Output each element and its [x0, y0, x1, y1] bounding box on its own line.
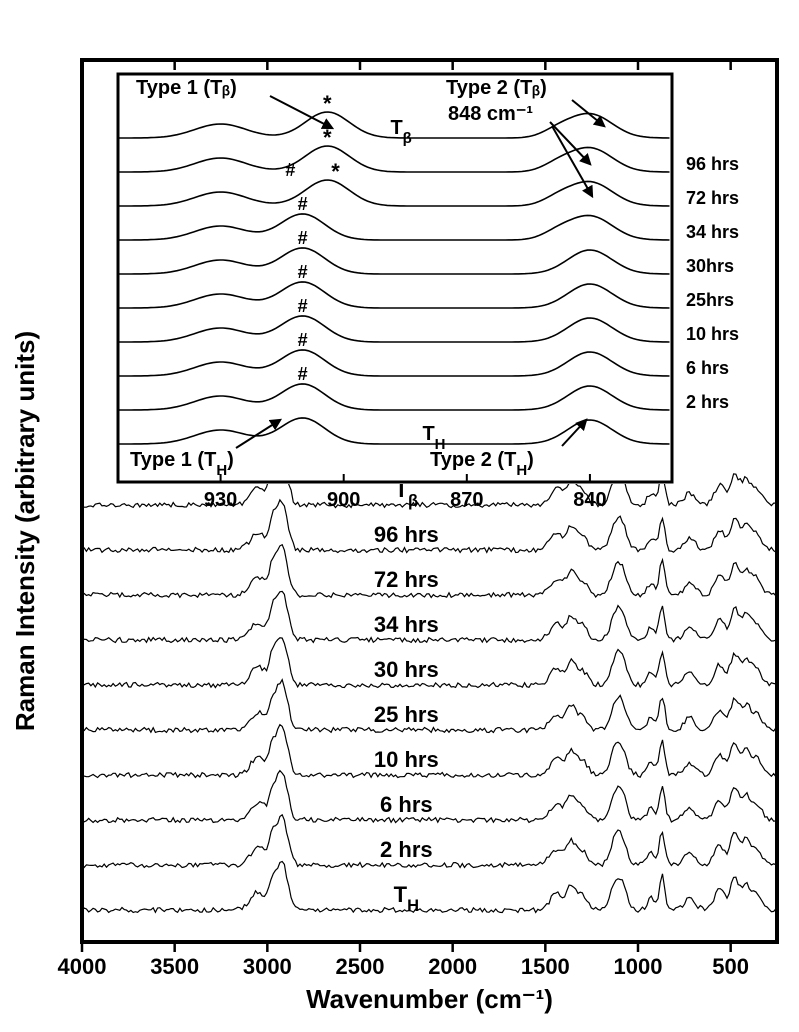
inset-peak-marker: #: [298, 228, 308, 248]
main-trace-label: 34 hrs: [374, 612, 439, 637]
x-tick-label: 1000: [614, 954, 663, 979]
inset-annotation: 848 cm⁻¹: [448, 103, 533, 125]
inset-x-tick-label: 840: [573, 489, 606, 511]
x-tick-label: 3000: [243, 954, 292, 979]
x-tick-label: 4000: [58, 954, 107, 979]
x-tick-label: 2000: [428, 954, 477, 979]
inset-trace-label: 96 hrs: [686, 154, 739, 174]
inset-trace-label: 6 hrs: [686, 358, 729, 378]
main-trace-label: TH: [394, 882, 419, 915]
inset-trace-label: 34 hrs: [686, 222, 739, 242]
inset-peak-marker: *: [323, 91, 332, 116]
main-trace-label: 30 hrs: [374, 657, 439, 682]
x-tick-label: 1500: [521, 954, 570, 979]
inset-peak-marker: *: [331, 159, 340, 184]
inset-peak-marker: #: [298, 194, 308, 214]
inset-trace-label: 25hrs: [686, 290, 734, 310]
inset-x-tick-label: 900: [327, 489, 360, 511]
inset-trace-label: 72 hrs: [686, 188, 739, 208]
main-trace-label: 96 hrs: [374, 522, 439, 547]
x-tick-label: 500: [712, 954, 749, 979]
inset-peak-marker: #: [298, 262, 308, 282]
main-trace-label: 25 hrs: [374, 702, 439, 727]
inset-trace-label: 30hrs: [686, 256, 734, 276]
inset-peak-marker: #: [298, 330, 308, 350]
x-tick-label: 3500: [150, 954, 199, 979]
inset-peak-marker: #: [298, 364, 308, 384]
y-axis-label: Raman Intensity (arbitrary units): [10, 331, 40, 731]
inset-annotation: Type 2 (Tᵦ): [446, 77, 547, 99]
inset-annotation: Type 1 (Tᵦ): [136, 77, 237, 99]
inset-trace-label: 2 hrs: [686, 392, 729, 412]
inset-peak-marker: *: [323, 125, 332, 150]
inset-x-tick-label: 930: [204, 489, 237, 511]
inset-peak-marker: #: [298, 296, 308, 316]
x-axis-label: Wavenumber (cm⁻¹): [306, 984, 553, 1014]
figure-root: Raman Intensity (arbitrary units) Wavenum…: [0, 0, 799, 1032]
inset-x-tick-label: 870: [450, 489, 483, 511]
main-trace-label: 10 hrs: [374, 747, 439, 772]
main-trace-label: 2 hrs: [380, 837, 433, 862]
main-trace-label: 6 hrs: [380, 792, 433, 817]
main-trace: [82, 862, 776, 913]
main-trace-label: 72 hrs: [374, 567, 439, 592]
x-tick-label: 2500: [336, 954, 385, 979]
inset-trace-label: 10 hrs: [686, 324, 739, 344]
figure-svg: Raman Intensity (arbitrary units) Wavenum…: [0, 0, 799, 1032]
